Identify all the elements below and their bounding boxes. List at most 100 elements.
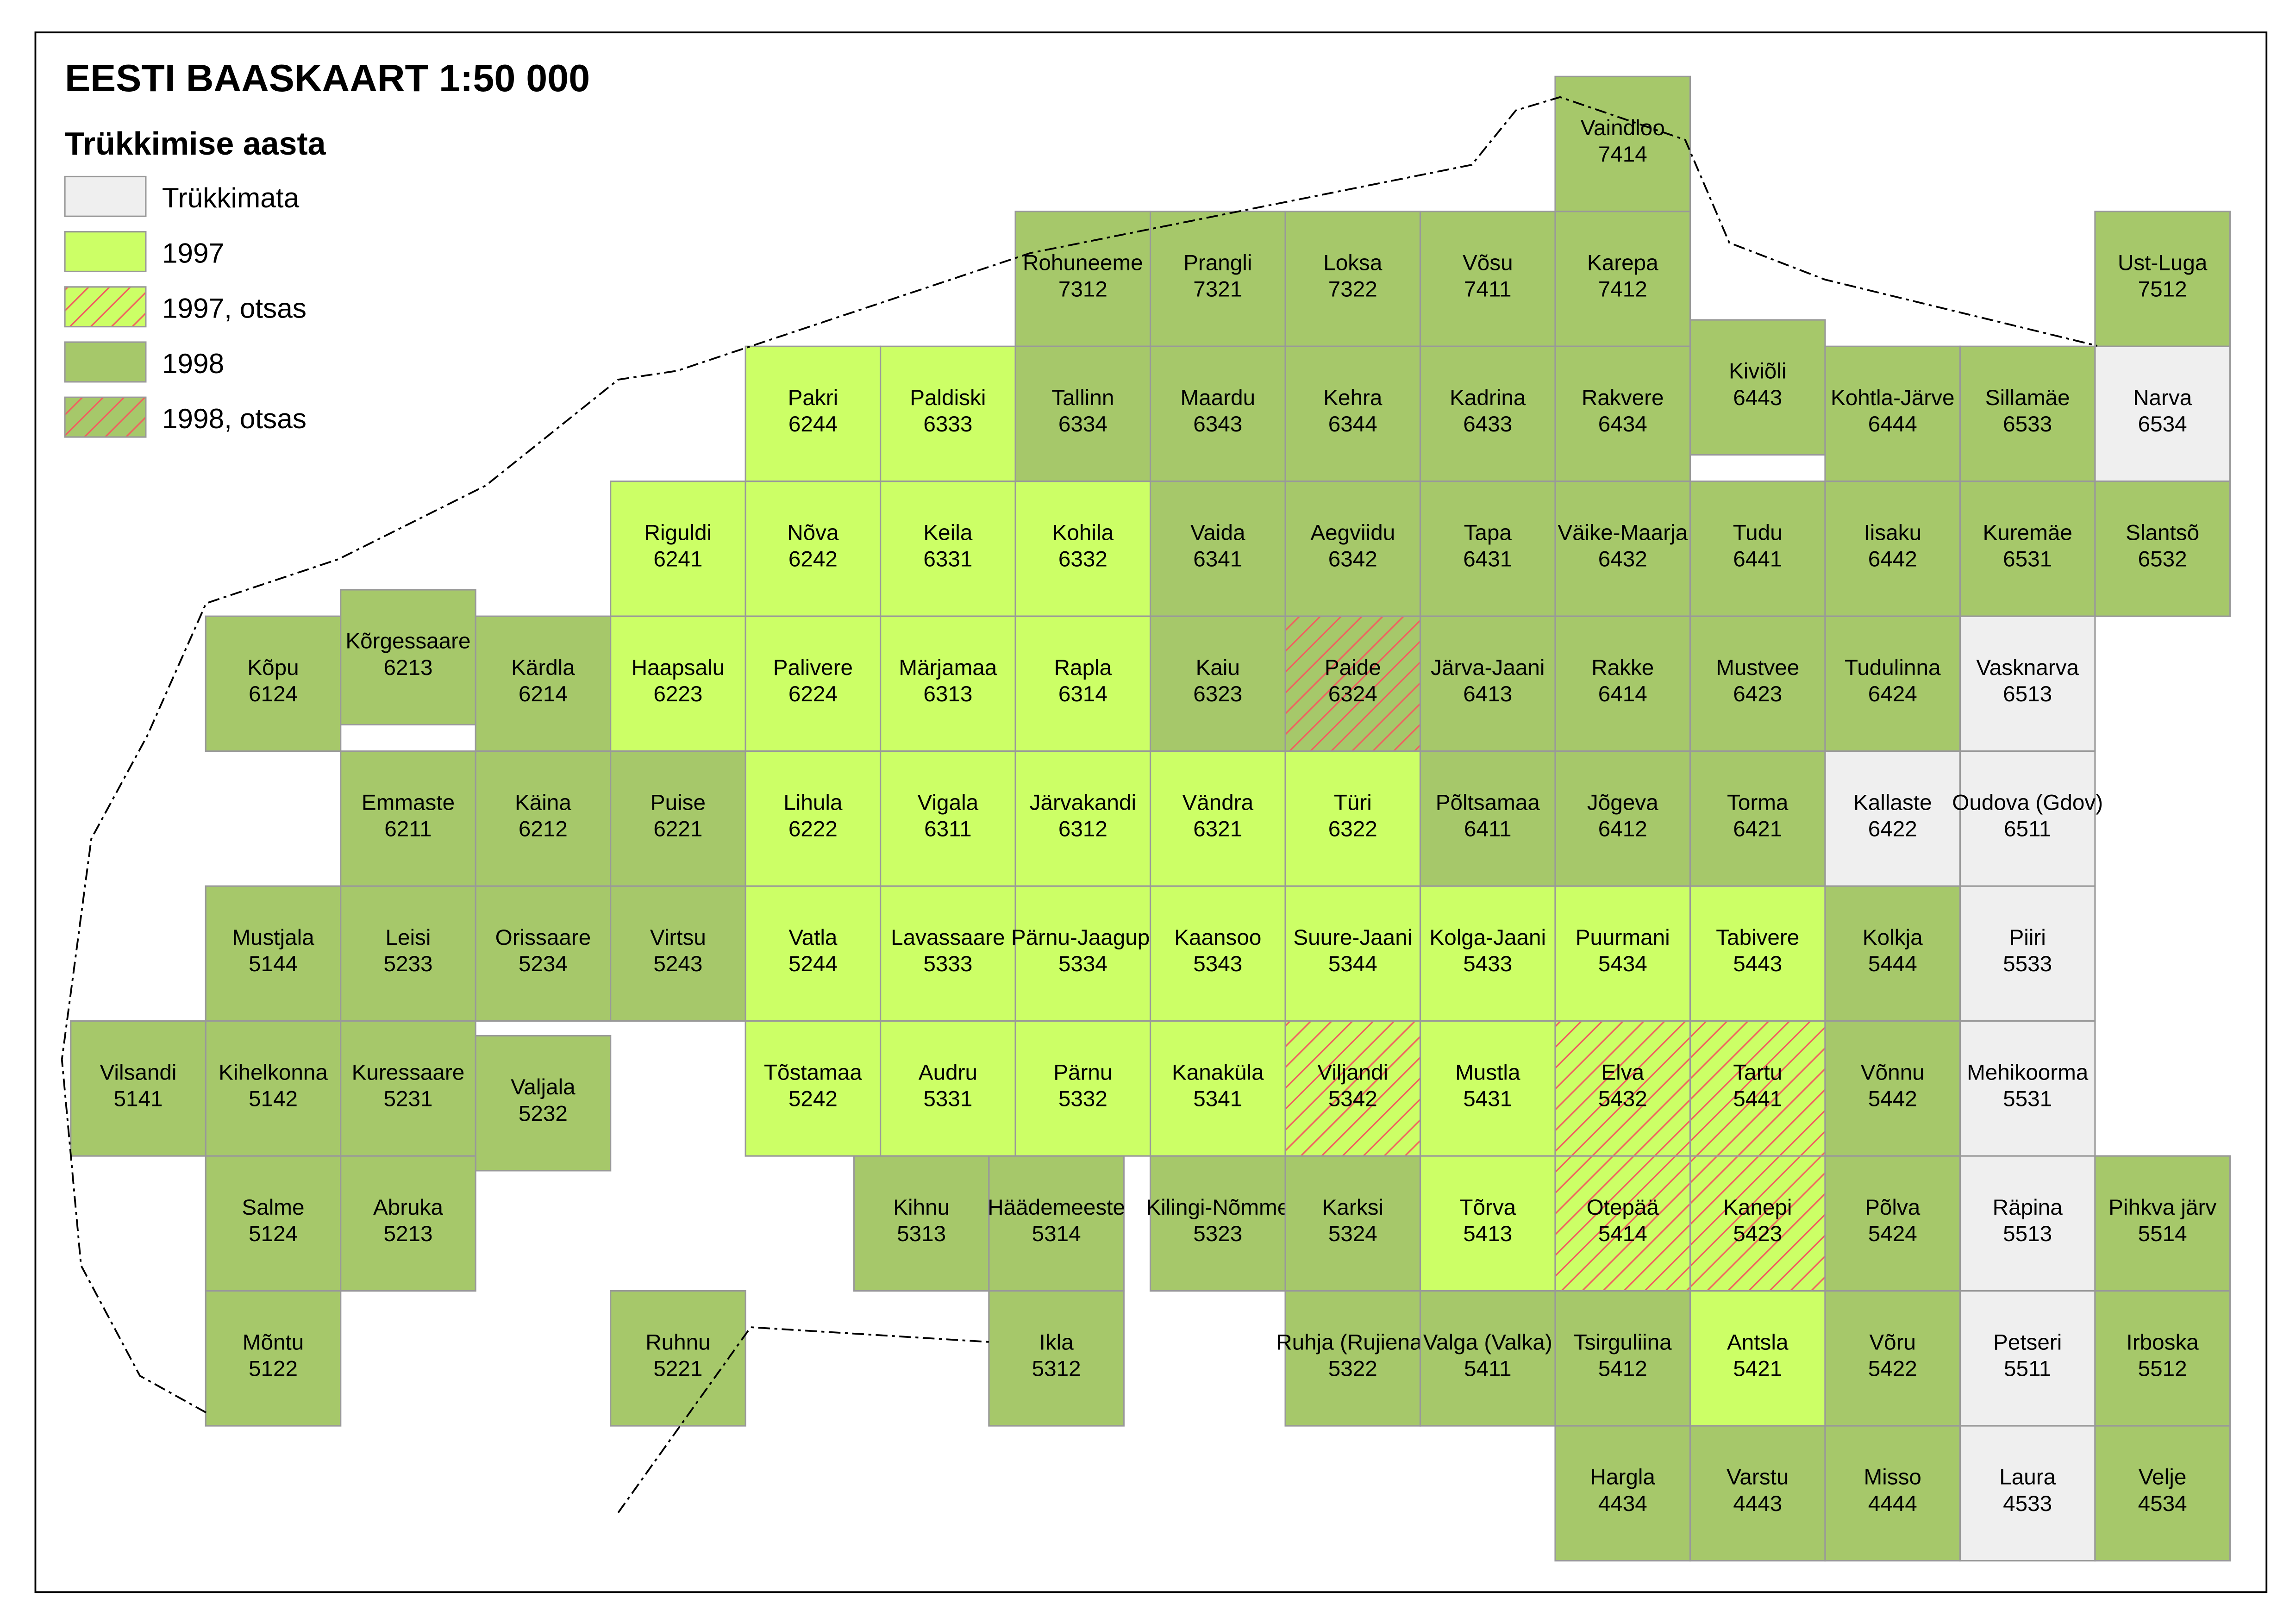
map-sheet-6511[interactable]: Oudova (Gdov)6511 — [1952, 750, 2103, 887]
map-sheet-5411[interactable]: Valga (Valka)5411 — [1419, 1290, 1556, 1427]
